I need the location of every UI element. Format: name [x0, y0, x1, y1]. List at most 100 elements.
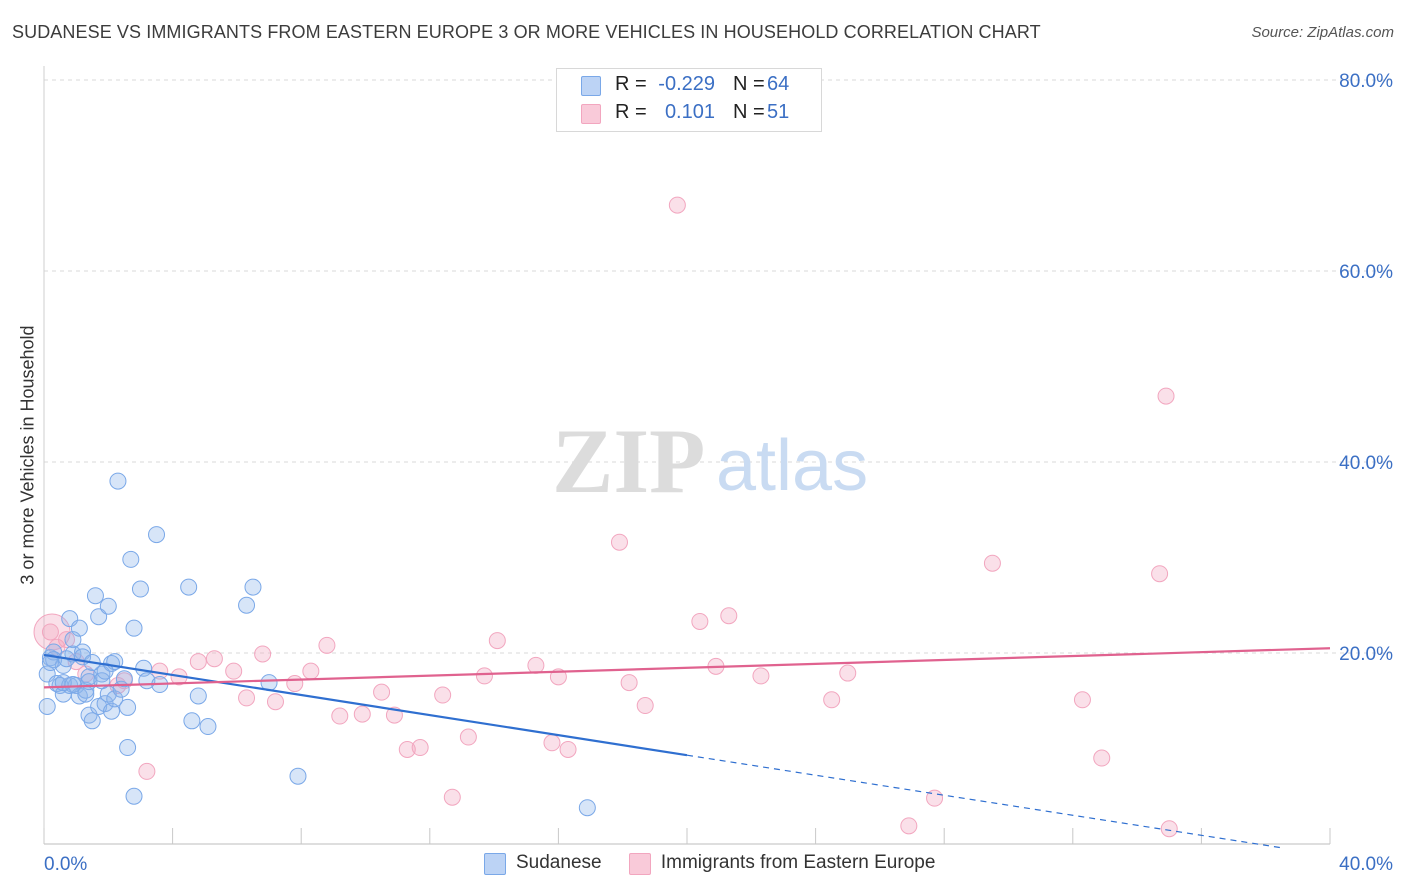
x-tick-label: 0.0%: [44, 854, 87, 875]
data-point-eastern-europe: [1151, 565, 1169, 583]
r-label: R =: [615, 73, 647, 95]
legend-label: Immigrants from Eastern Europe: [660, 852, 936, 873]
chart-source: Source: ZipAtlas.com: [1251, 24, 1394, 41]
data-point-eastern-europe: [459, 728, 477, 746]
data-point-eastern-europe: [398, 740, 416, 758]
trend-line-sudanese: [43, 653, 688, 757]
data-point-eastern-europe: [434, 686, 452, 704]
y-tick-label: 60.0%: [1339, 262, 1393, 283]
data-point-eastern-europe: [720, 607, 738, 625]
data-point-sudanese: [93, 665, 111, 683]
data-point-eastern-europe: [620, 674, 638, 692]
data-point-eastern-europe: [488, 632, 506, 650]
data-point-sudanese: [96, 662, 114, 680]
legend-item-sudanese[interactable]: Sudanese: [484, 852, 602, 875]
data-point-sudanese: [148, 526, 166, 544]
data-point-eastern-europe: [1093, 749, 1111, 767]
trend-line-sudanese-extension: [686, 754, 1282, 849]
data-point-sudanese: [125, 787, 143, 805]
trend-line-eastern-europe: [43, 647, 1331, 689]
data-point-eastern-europe: [353, 705, 371, 723]
correlation-legend: R = -0.229 N = 64 R = 0.101 N = 51: [556, 68, 822, 132]
eastern-europe-swatch: [628, 853, 651, 875]
n-label: N =: [733, 73, 765, 95]
data-point-eastern-europe: [138, 762, 156, 780]
n-value: 51: [767, 101, 790, 123]
data-point-sudanese: [189, 687, 207, 705]
data-point-eastern-europe: [1160, 820, 1178, 838]
data-point-eastern-europe: [983, 554, 1001, 572]
y-tick-label: 80.0%: [1339, 71, 1393, 92]
data-point-eastern-europe: [189, 653, 207, 671]
data-point-sudanese: [131, 580, 149, 598]
sudanese-swatch: [484, 853, 506, 875]
r-label: R =: [615, 101, 647, 123]
data-point-eastern-europe: [302, 662, 320, 680]
data-point-sudanese: [80, 706, 98, 724]
sudanese-swatch: [581, 76, 601, 96]
data-point-eastern-europe: [238, 689, 256, 707]
data-point-sudanese: [41, 654, 59, 672]
x-tick-label: 40.0%: [1339, 854, 1393, 875]
data-point-sudanese: [183, 712, 201, 730]
data-point-sudanese: [99, 597, 117, 615]
chart-title: SUDANESE VS IMMIGRANTS FROM EASTERN EURO…: [12, 22, 1041, 42]
data-point-eastern-europe: [41, 623, 59, 641]
data-point-sudanese: [238, 596, 256, 614]
data-point-eastern-europe: [475, 667, 493, 685]
data-point-eastern-europe: [58, 631, 76, 649]
series-legend: Sudanese Immigrants from Eastern Europe: [484, 852, 957, 878]
data-point-eastern-europe: [543, 734, 561, 752]
data-point-eastern-europe: [254, 645, 272, 663]
data-point-eastern-europe: [318, 636, 336, 654]
legend-label: Sudanese: [516, 852, 602, 873]
data-point-sudanese: [38, 697, 56, 715]
data-point-eastern-europe: [205, 650, 223, 668]
r-value: -0.229: [658, 73, 715, 95]
legend-row-sudanese: R = -0.229 N = 64: [557, 71, 821, 99]
data-point-sudanese: [125, 619, 143, 637]
data-point-sudanese: [244, 578, 262, 596]
data-point-eastern-europe: [636, 697, 654, 715]
data-point-sudanese: [70, 619, 88, 637]
data-point-eastern-europe: [527, 656, 545, 674]
legend-item-eastern-europe[interactable]: Immigrants from Eastern Europe: [628, 852, 936, 875]
watermark-atlas: atlas: [716, 426, 868, 506]
r-value: 0.101: [664, 101, 715, 123]
data-point-eastern-europe: [443, 788, 461, 806]
data-point-sudanese: [106, 690, 124, 708]
y-tick-label: 40.0%: [1339, 453, 1393, 474]
y-tick-label: 20.0%: [1339, 644, 1393, 665]
y-axis-label: 3 or more Vehicles in Household: [17, 325, 38, 585]
data-point-eastern-europe: [411, 739, 429, 757]
data-point-sudanese: [119, 698, 137, 716]
data-point-eastern-europe: [1157, 387, 1175, 405]
data-point-eastern-europe: [266, 693, 284, 711]
legend-row-eastern-europe: R = 0.101 N = 51: [557, 99, 821, 127]
data-point-sudanese: [578, 799, 596, 817]
data-point-eastern-europe: [668, 196, 686, 214]
data-point-sudanese: [115, 670, 133, 688]
n-label: N =: [733, 101, 765, 123]
n-value: 64: [767, 73, 790, 95]
eastern-europe-swatch: [581, 104, 601, 124]
watermark-zip: ZIP: [552, 410, 705, 512]
data-point-eastern-europe: [1073, 691, 1091, 709]
data-point-sudanese: [64, 676, 82, 694]
data-point-sudanese: [122, 550, 140, 568]
data-point-eastern-europe: [823, 691, 841, 709]
data-point-sudanese: [86, 587, 104, 605]
data-point-eastern-europe: [752, 667, 770, 685]
data-point-eastern-europe: [610, 533, 628, 551]
data-point-sudanese: [180, 578, 198, 596]
data-point-sudanese: [83, 712, 101, 730]
data-point-sudanese: [289, 767, 307, 785]
data-point-eastern-europe: [373, 683, 391, 701]
data-point-eastern-europe: [839, 664, 857, 682]
data-point-eastern-europe: [225, 662, 243, 680]
data-point-sudanese: [199, 718, 217, 736]
data-point-eastern-europe: [286, 675, 304, 693]
data-point-sudanese: [119, 739, 137, 757]
data-point-eastern-europe: [691, 612, 709, 630]
